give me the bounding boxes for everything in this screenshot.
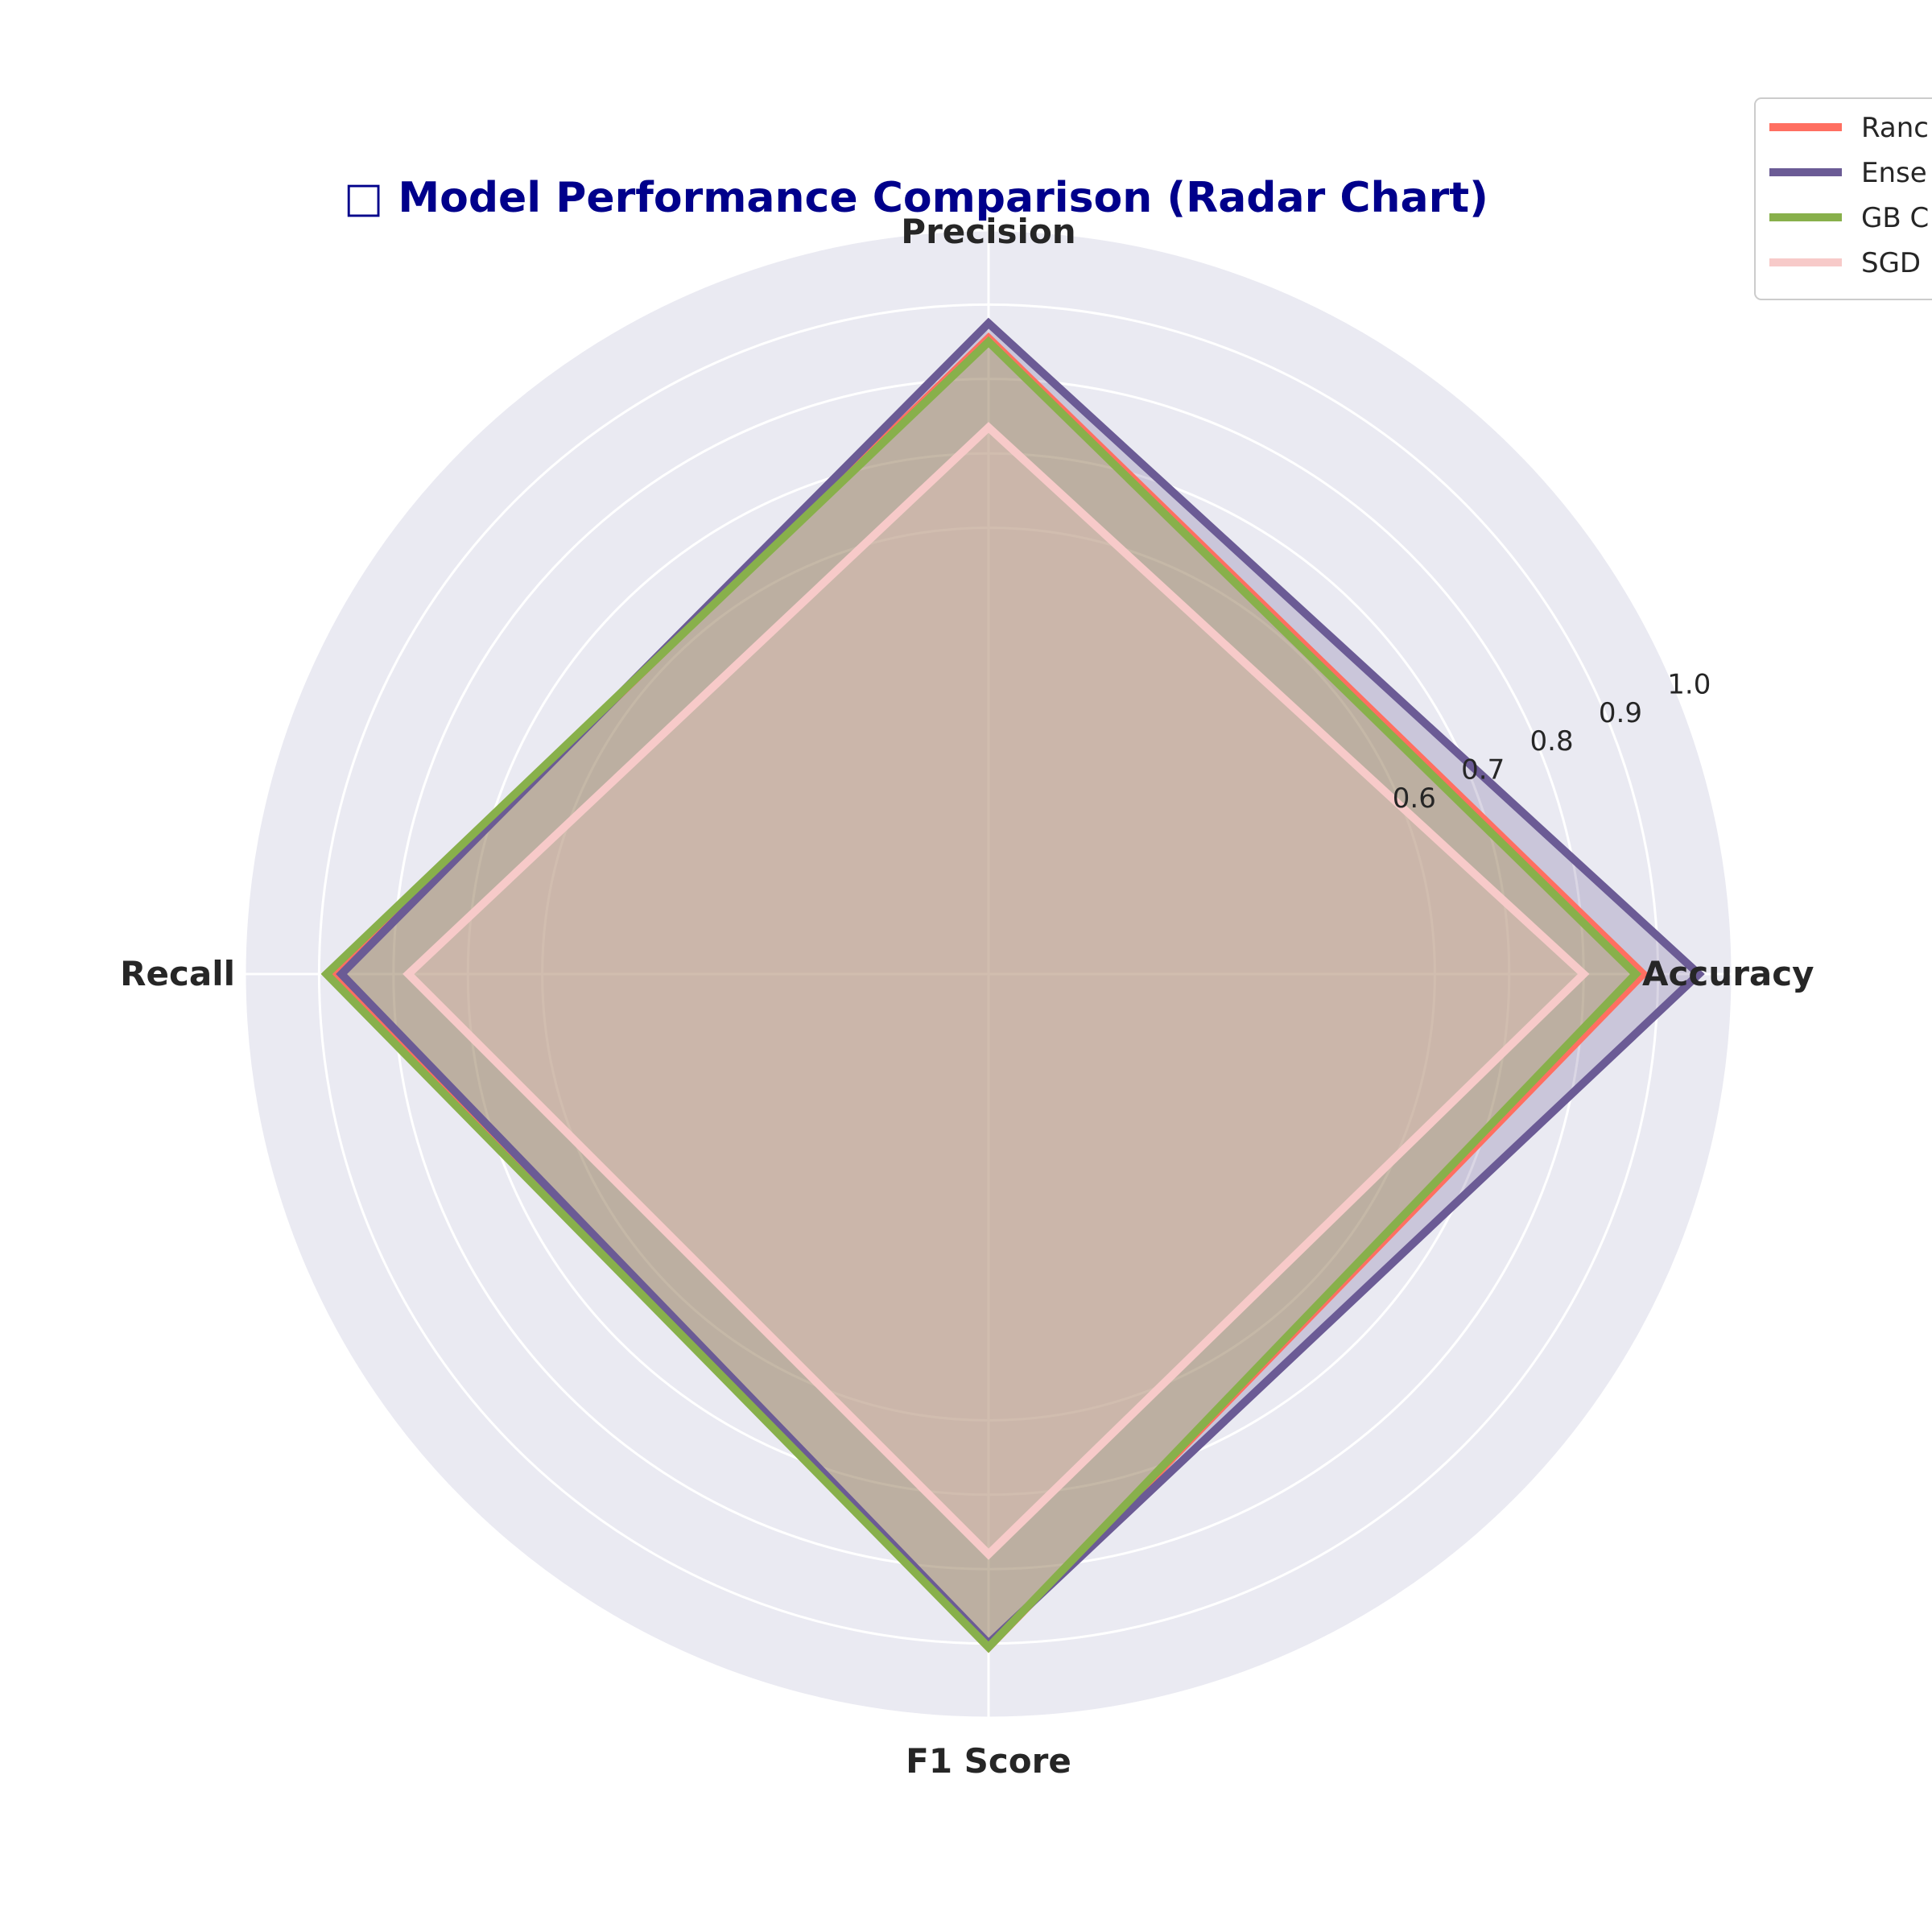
axis-label-2: Recall <box>120 954 235 993</box>
tick-label-3: 0.9 <box>1599 697 1642 729</box>
tick-label-0: 0.6 <box>1393 782 1436 815</box>
tick-label-1: 0.7 <box>1461 754 1505 786</box>
grid <box>243 229 1734 1719</box>
axis-label-1: Precision <box>901 212 1075 251</box>
axis-labels: Accuracy Precision Recall F1 Score <box>120 212 1814 1781</box>
legend-label-3: SGD <box>1861 247 1921 279</box>
tick-label-4: 1.0 <box>1667 669 1711 701</box>
axis-label-0: Accuracy <box>1642 954 1814 993</box>
axis-label-3: F1 Score <box>906 1741 1071 1781</box>
series-line-1 <box>336 317 1705 1649</box>
legend-label-1: Ense <box>1861 157 1927 189</box>
legend: Ranc Ense GB C SGD <box>1754 97 1932 300</box>
series-fill-2 <box>326 341 1636 1648</box>
series-fill-1 <box>341 323 1699 1644</box>
legend-label-2: GB C <box>1861 202 1929 234</box>
tick-label-2: 0.8 <box>1530 725 1574 758</box>
legend-frame <box>1754 97 1932 300</box>
tick-labels: 0.6 0.7 0.8 0.9 1.0 <box>1393 669 1711 815</box>
series-group <box>320 317 1705 1653</box>
legend-label-0: Ranc <box>1861 112 1929 144</box>
series-line-2 <box>320 336 1641 1653</box>
chart-title: □ Model Performance Comparison (Radar Ch… <box>344 174 1488 222</box>
series-line-3 <box>402 422 1590 1560</box>
